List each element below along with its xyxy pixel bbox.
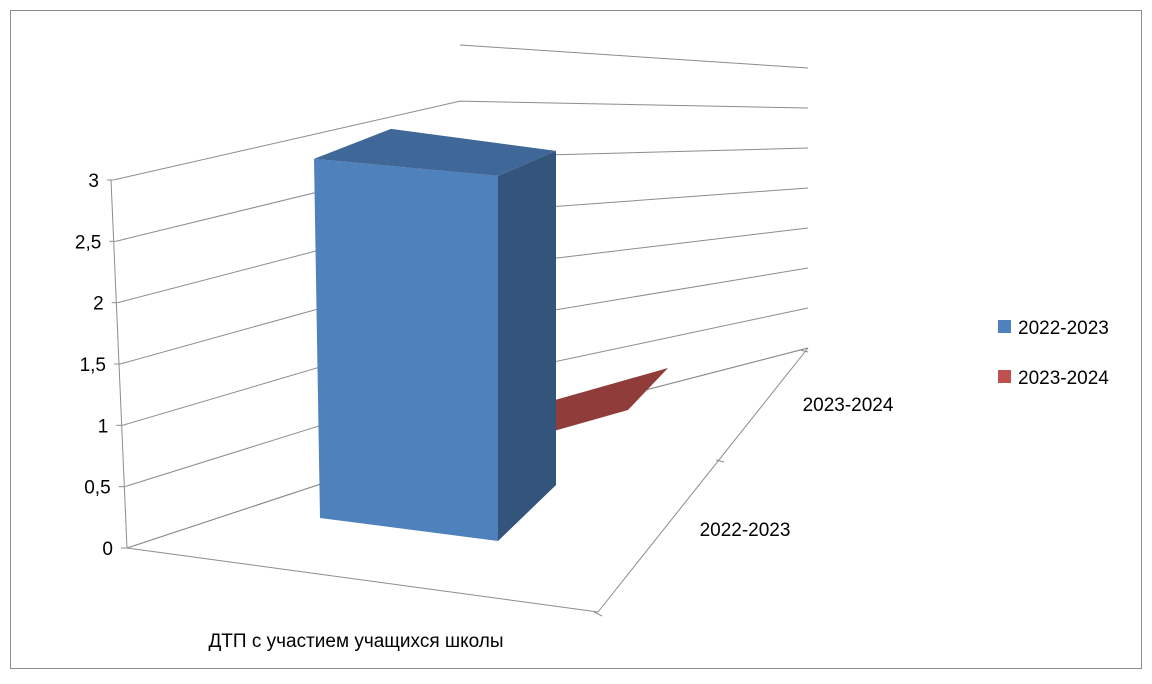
depth-label: 2023-2024 [803,395,894,416]
bar-2022-2023-top [314,128,556,176]
depth-label: 2022-2023 [700,520,791,541]
legend-label-2022-2023: 2022-2023 [1018,318,1109,339]
bar-layer [314,128,668,541]
legend-swatch-2022-2023 [998,320,1011,333]
bar-2022-2023-side [498,150,556,541]
y-tick-label: 1,5 [80,355,106,376]
legend-label-2023-2024: 2023-2024 [1018,368,1109,389]
depth-tick [593,611,603,617]
x-axis-line [126,547,599,613]
y-tick-label: 0 [102,539,113,560]
x-category-label: ДТП с участием учащихся школы [208,631,503,652]
chart-border [10,10,1142,669]
y-tick-label: 2,5 [75,232,101,253]
depth-axis-line [597,347,809,613]
depth-tick [799,349,809,353]
legend-swatch-2023-2024 [998,370,1011,383]
y-tick-label: 1 [98,416,109,437]
depth-tick [715,459,725,463]
legend: 2022-2023 2023-2024 [998,318,1109,389]
gridline [113,100,809,181]
gridline [459,44,809,69]
y-tick-label: 0,5 [84,478,110,499]
label-layer: 0 0,5 1 1,5 2 2,5 3 ДТП с участием учащихся шко… [75,171,894,652]
bar-2022-2023-front [314,158,498,541]
y-tick-label: 2 [93,294,104,315]
y-tick-label: 3 [88,171,99,192]
